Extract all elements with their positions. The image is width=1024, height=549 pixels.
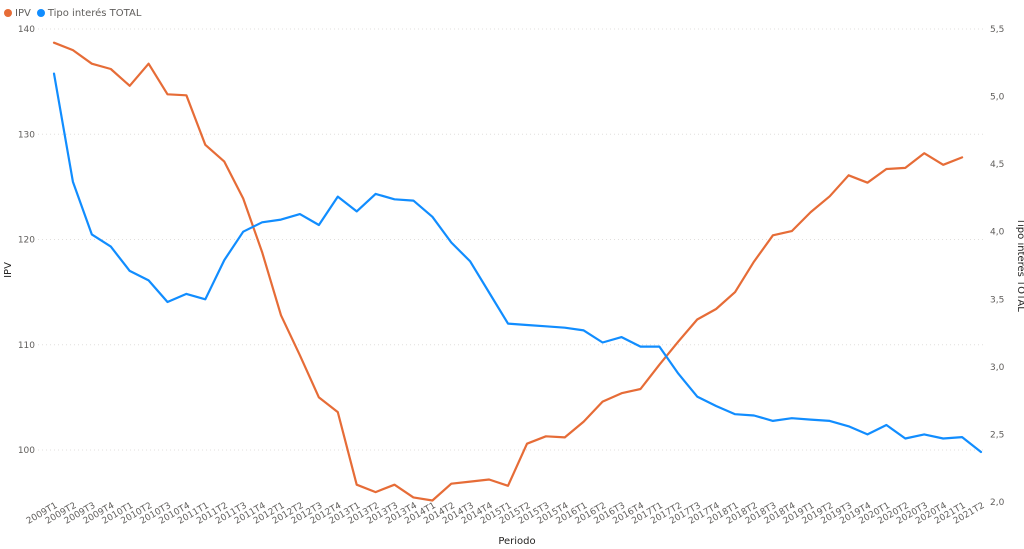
series-layer — [52, 41, 983, 502]
y-left-tick-label: 140 — [18, 25, 35, 35]
left-axis-ticks: 100 110 120 130 140 — [18, 25, 35, 456]
y-left-tick-label: 100 — [18, 446, 35, 456]
y-right-tick-label: 5,5 — [990, 25, 1004, 35]
legend: IPV Tipo interés TOTAL — [4, 6, 147, 20]
legend-label-ipv: IPV — [15, 7, 31, 19]
y-left-tick-label: 130 — [18, 130, 35, 140]
y-right-tick-label: 4,5 — [990, 160, 1004, 170]
legend-item-tipo-interes[interactable]: Tipo interés TOTAL — [36, 7, 142, 19]
series-line-tipo-interes[interactable] — [52, 72, 983, 454]
y-axis-right-title: Tipo interés TOTAL — [1015, 217, 1024, 312]
legend-item-ipv[interactable]: IPV — [4, 8, 31, 19]
legend-label-tipo-interes: Tipo interés TOTAL — [47, 7, 142, 19]
y-left-tick-label: 110 — [18, 341, 35, 351]
legend-marker-ipv — [4, 9, 12, 17]
y-right-tick-label: 4,0 — [990, 228, 1005, 238]
y-right-tick-label: 2,0 — [990, 498, 1005, 508]
y-right-tick-label: 3,5 — [990, 295, 1004, 305]
series-line-ipv[interactable] — [52, 41, 964, 502]
y-right-tick-label: 2,5 — [990, 430, 1004, 440]
y-right-tick-label: 3,0 — [990, 363, 1005, 373]
y-right-tick-label: 5,0 — [990, 93, 1005, 103]
x-axis-title: Periodo — [498, 536, 535, 547]
legend-marker-tipo-interes — [36, 9, 45, 17]
y-axis-left-title: IPV — [3, 262, 14, 278]
y-left-tick-label: 120 — [18, 236, 35, 246]
right-axis-ticks: 2,0 2,5 3,0 3,5 4,0 4,5 5,0 5,5 — [990, 25, 1005, 508]
x-axis-ticks: 2009T12009T22009T32009T42010T12010T22010… — [25, 501, 987, 527]
gridlines — [38, 28, 985, 451]
